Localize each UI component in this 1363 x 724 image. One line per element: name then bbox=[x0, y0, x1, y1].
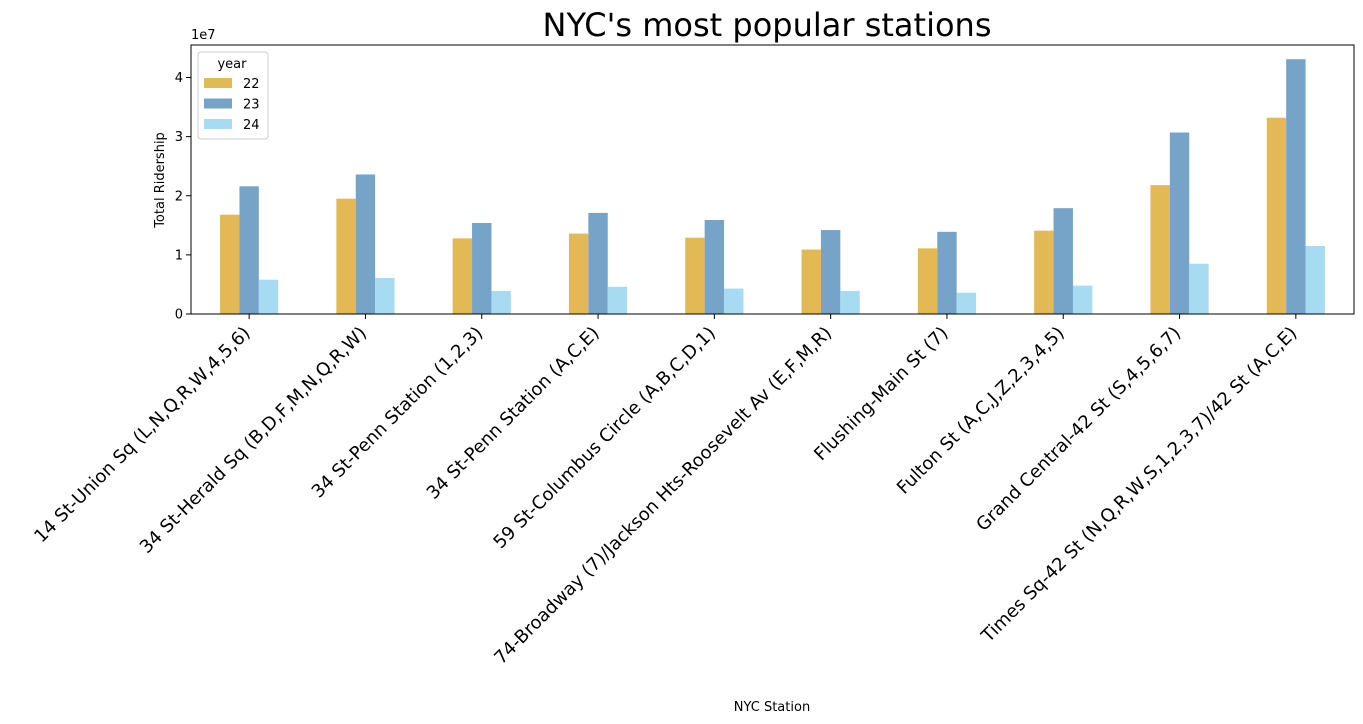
bar-22-10 bbox=[1266, 117, 1287, 314]
bar-24-6 bbox=[840, 290, 860, 314]
bar-23-6 bbox=[820, 230, 841, 314]
y-tick-label: 1 bbox=[175, 248, 183, 263]
bar-22-2 bbox=[336, 198, 356, 314]
bar-23-3 bbox=[472, 222, 492, 314]
legend-label-22: 22 bbox=[243, 77, 260, 92]
bar-22-1 bbox=[220, 214, 240, 314]
y-tick-label: 3 bbox=[175, 130, 183, 145]
legend-label-24: 24 bbox=[243, 118, 260, 133]
y-tick-label: 0 bbox=[175, 308, 183, 323]
y-offset-label: 1e7 bbox=[191, 28, 216, 43]
x-tick-label: 34 St-Herald Sq (B,D,F,M,N,Q,R,W) bbox=[136, 323, 371, 558]
bar-22-8 bbox=[1034, 230, 1054, 314]
bar-23-5 bbox=[704, 220, 725, 314]
x-tick-label: 14 St-Union Sq (L,N,Q,R,W,4,5,6) bbox=[30, 323, 254, 547]
legend-swatch-24 bbox=[204, 119, 232, 129]
y-tick-label: 2 bbox=[175, 189, 183, 204]
x-tick-label: 59 St-Columbus Circle (A,B,C,D,1) bbox=[490, 323, 720, 553]
legend-frame bbox=[197, 51, 269, 140]
legend-swatch-23 bbox=[204, 98, 232, 109]
bar-22-5 bbox=[685, 237, 705, 314]
bar-22-7 bbox=[917, 248, 938, 314]
bar-22-4 bbox=[568, 233, 589, 314]
bar-22-6 bbox=[801, 249, 821, 314]
bar-23-1 bbox=[239, 186, 259, 314]
bar-23-2 bbox=[355, 174, 376, 314]
legend-label-23: 23 bbox=[243, 98, 260, 113]
bar-24-2 bbox=[375, 277, 395, 314]
bar-24-10 bbox=[1305, 246, 1325, 314]
bar-24-5 bbox=[724, 288, 744, 314]
x-tick-label: Flushing-Main St (7) bbox=[810, 323, 952, 465]
x-axis-label: NYC Station bbox=[734, 700, 810, 715]
bars-group bbox=[220, 59, 1325, 314]
chart-title: NYC's most popular stations bbox=[543, 6, 992, 44]
bar-24-8 bbox=[1072, 285, 1093, 314]
y-axis: 0 1 2 3 4 bbox=[175, 71, 191, 323]
legend-title: year bbox=[217, 57, 247, 72]
bar-24-9 bbox=[1189, 263, 1209, 314]
bar-22-3 bbox=[452, 238, 473, 314]
bar-22-9 bbox=[1150, 185, 1170, 314]
legend-swatch-22 bbox=[204, 78, 232, 88]
bar-24-1 bbox=[258, 279, 279, 314]
bar-24-3 bbox=[491, 290, 511, 314]
legend: year 22 23 24 bbox=[197, 51, 269, 140]
x-tick-label: Grand Central-42 St (S,4,5,6,7) bbox=[972, 323, 1185, 536]
bar-24-7 bbox=[956, 292, 977, 314]
bar-23-10 bbox=[1286, 59, 1306, 314]
bar-23-7 bbox=[937, 231, 957, 314]
bar-23-4 bbox=[588, 212, 608, 314]
x-axis: 14 St-Union Sq (L,N,Q,R,W,4,5,6)34 St-He… bbox=[30, 314, 1301, 669]
y-tick-label: 4 bbox=[175, 71, 183, 86]
bar-23-9 bbox=[1169, 132, 1190, 314]
bar-24-4 bbox=[607, 286, 628, 314]
y-axis-label: Total Ridership bbox=[153, 132, 168, 229]
bar-23-8 bbox=[1053, 208, 1073, 314]
plot-frame bbox=[190, 44, 1355, 315]
